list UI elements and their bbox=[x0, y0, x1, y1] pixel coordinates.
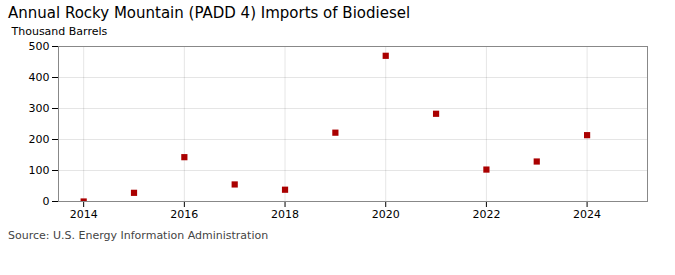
svg-text:2022: 2022 bbox=[472, 208, 500, 221]
svg-text:0: 0 bbox=[43, 195, 50, 208]
svg-text:Thousand Barrels: Thousand Barrels bbox=[11, 25, 108, 38]
svg-text:2016: 2016 bbox=[170, 208, 198, 221]
svg-text:2020: 2020 bbox=[372, 208, 400, 221]
svg-text:2024: 2024 bbox=[573, 208, 601, 221]
svg-text:400: 400 bbox=[29, 71, 50, 84]
svg-text:100: 100 bbox=[29, 164, 50, 177]
html-text:Annual Rocky Mountain (PADD 4): Annual Rocky Mountain (PADD 4) Imports o… bbox=[8, 4, 411, 22]
svg-text:2014: 2014 bbox=[70, 208, 98, 221]
svg-text:300: 300 bbox=[29, 102, 50, 115]
svg-text:500: 500 bbox=[29, 40, 50, 53]
svg-text:200: 200 bbox=[29, 133, 50, 146]
html-text:Source: U.S. Energy Informatio: Source: U.S. Energy Information Administ… bbox=[8, 229, 269, 242]
svg-text:2018: 2018 bbox=[271, 208, 299, 221]
